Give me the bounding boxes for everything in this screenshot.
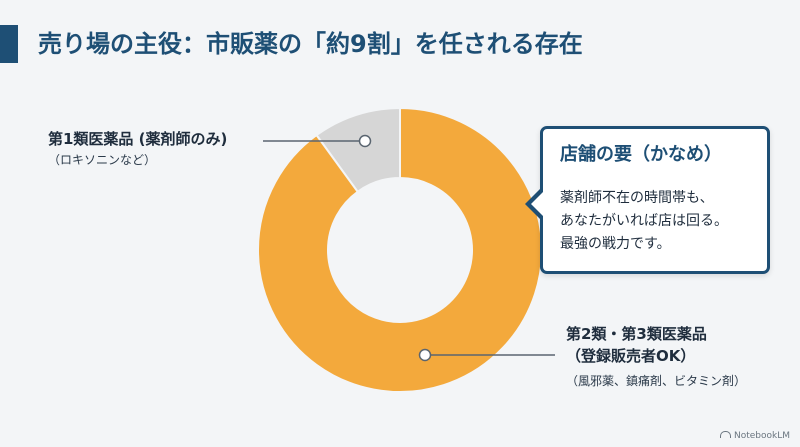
callout-line: あなたがいれば店は回る。	[560, 213, 728, 229]
slice-sublabel-first-class: （ロキソニンなど）	[48, 153, 157, 167]
callout-pointer-inner	[531, 192, 543, 216]
notebooklm-watermark: NotebookLM	[719, 431, 790, 441]
notebooklm-icon	[719, 431, 731, 438]
title-accent-bar	[0, 25, 18, 63]
donut-slices	[257, 106, 543, 393]
page-title: 売り場の主役：市販薬の「約9割」を任される存在	[38, 30, 583, 58]
leader-line-second-third-class	[418, 348, 555, 362]
slice-label-first-class: 第1類医薬品 (薬剤師のみ)	[48, 130, 228, 148]
callout-title: 店舗の要（かなめ）	[560, 144, 722, 165]
callout-line: 最強の戦力です。	[560, 236, 671, 252]
slice-sublabel-second-third-class: （風邪薬、鎮痛剤、ビタミン剤）	[566, 374, 747, 388]
slice-label-registered-seller: （登録販売者OK）	[566, 347, 696, 365]
leader-line-first-class	[263, 134, 372, 148]
slice-label-second-third-class: 第2類・第3類医薬品	[566, 325, 707, 343]
watermark-text: NotebookLM	[733, 431, 790, 441]
callout-box: 店舗の要（かなめ） 薬剤師不在の時間帯も、 あなたがいれば店は回る。 最強の戦力…	[540, 126, 770, 274]
callout-line: 薬剤師不在の時間帯も、	[560, 190, 714, 206]
callout-body: 薬剤師不在の時間帯も、 あなたがいれば店は回る。 最強の戦力です。	[560, 187, 728, 256]
donut-slice-second-third-class	[257, 106, 543, 393]
